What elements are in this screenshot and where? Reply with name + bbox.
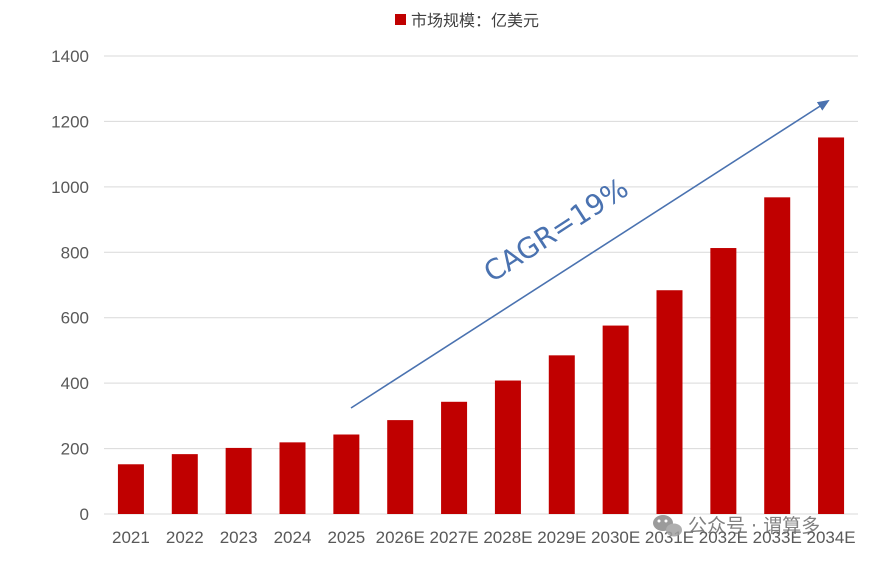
bar xyxy=(764,197,791,514)
bar xyxy=(387,420,414,514)
x-tick-label: 2022 xyxy=(166,528,204,547)
legend: 市场规模：亿美元 xyxy=(395,11,539,30)
legend-swatch xyxy=(395,14,406,25)
bar xyxy=(710,248,737,515)
y-tick-label: 1200 xyxy=(51,112,89,131)
watermark-text: 公众号 · 谓算多 xyxy=(688,515,820,537)
gridlines xyxy=(104,55,858,515)
bar xyxy=(225,447,252,514)
watermark: 公众号 · 谓算多 xyxy=(653,515,820,537)
x-tick-label: 2021 xyxy=(112,528,150,547)
y-tick-label: 800 xyxy=(61,243,89,262)
bar xyxy=(171,454,198,514)
x-tick-label: 2029E xyxy=(537,528,586,547)
y-tick-label: 0 xyxy=(80,505,89,524)
bar xyxy=(494,380,521,514)
bar xyxy=(818,137,845,515)
y-tick-label: 600 xyxy=(61,309,89,328)
bar xyxy=(279,442,306,514)
x-tick-label: 2024 xyxy=(274,528,312,547)
y-axis: 0 200 400 600 800 1000 1200 1400 xyxy=(51,47,89,524)
y-tick-label: 1000 xyxy=(51,178,89,197)
x-tick-label: 2026E xyxy=(376,528,425,547)
x-tick-label: 2033E xyxy=(753,528,802,547)
bars xyxy=(117,137,845,515)
legend-label: 市场规模：亿美元 xyxy=(411,11,539,30)
x-tick-label: 2032E xyxy=(699,528,748,547)
y-tick-label: 200 xyxy=(61,440,89,459)
x-tick-label: 2030E xyxy=(591,528,640,547)
bar xyxy=(333,434,360,514)
bar xyxy=(548,355,575,514)
y-tick-label: 1400 xyxy=(51,47,89,66)
x-tick-label: 2034E xyxy=(806,528,855,547)
x-axis: 2021 2022 2023 2024 2025 2026E 2027E 2028E 2029E… xyxy=(112,528,856,547)
x-tick-label: 2025 xyxy=(327,528,365,547)
x-tick-label: 2031E xyxy=(645,528,694,547)
trend-arrow xyxy=(350,99,830,409)
x-tick-label: 2027E xyxy=(429,528,478,547)
bar xyxy=(656,290,683,514)
x-tick-label: 2023 xyxy=(220,528,258,547)
bar xyxy=(441,401,468,514)
bar xyxy=(602,325,629,514)
wechat-icon xyxy=(653,515,682,537)
cagr-annotation: CAGR=19% xyxy=(478,171,634,289)
x-tick-label: 2028E xyxy=(483,528,532,547)
bar xyxy=(117,464,144,514)
y-tick-label: 400 xyxy=(61,374,89,393)
